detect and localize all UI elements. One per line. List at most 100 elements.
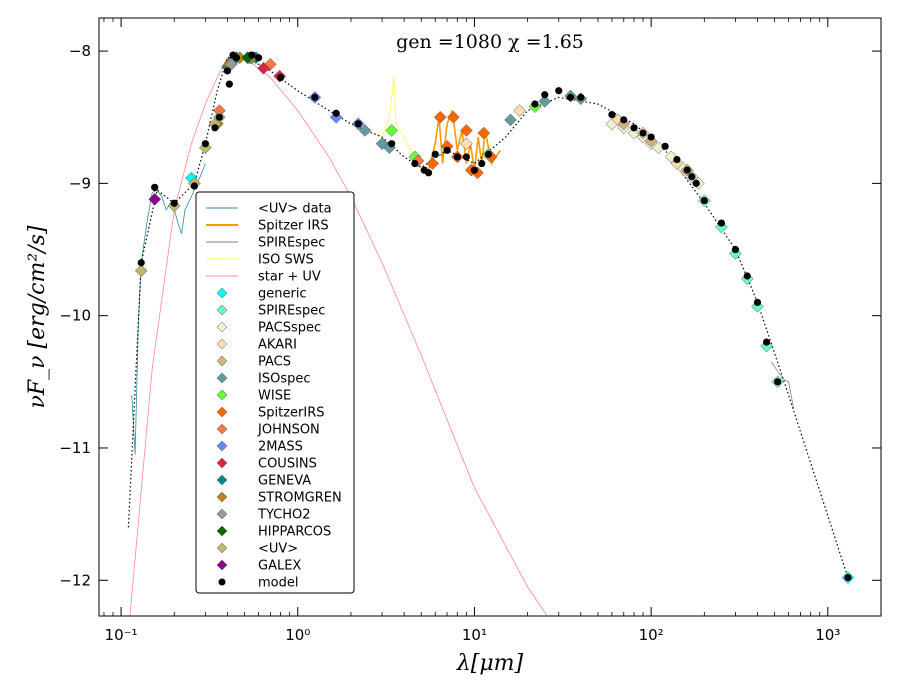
model-point-18 bbox=[411, 159, 419, 168]
model-point-2 bbox=[170, 199, 178, 207]
plot-content bbox=[127, 51, 855, 616]
model-point-27 bbox=[484, 150, 493, 158]
legend-label-geneva: GENEVA bbox=[258, 474, 311, 489]
point-akari-1 bbox=[513, 104, 526, 117]
legend-label-model: model bbox=[258, 576, 298, 591]
model-point-25 bbox=[470, 166, 479, 174]
model-point-3 bbox=[190, 182, 198, 190]
model-point-15 bbox=[332, 109, 340, 117]
model-point-20 bbox=[424, 169, 433, 177]
model-point-47 bbox=[753, 298, 762, 307]
model-point-34 bbox=[620, 116, 628, 124]
point-uv-0 bbox=[134, 264, 148, 278]
x-axis-title: λ[μm] bbox=[456, 651, 524, 676]
legend-label-pacs: PACS bbox=[258, 355, 291, 370]
legend-label-pacsspec: PACSspec bbox=[258, 321, 321, 336]
point-spirespec-1 bbox=[715, 220, 728, 234]
legend: <UV> data Spitzer IRS SPIREspec ISO SWS star… bbox=[195, 191, 355, 594]
legend-swatch-geneva bbox=[216, 474, 228, 486]
model-point-35 bbox=[630, 124, 638, 132]
legend-swatch-johnson bbox=[216, 423, 228, 435]
model-point-39 bbox=[673, 155, 681, 164]
point-isospec-3 bbox=[504, 113, 517, 127]
x-tick-label: 10⁻¹ bbox=[105, 626, 138, 644]
model-point-28 bbox=[531, 100, 539, 108]
x-tick-label: 10⁰ bbox=[285, 626, 310, 644]
x-tick-label: 10³ bbox=[815, 626, 840, 644]
point-isospec-1 bbox=[375, 137, 389, 151]
point-akari-0 bbox=[460, 137, 473, 151]
y-tick-label: −9 bbox=[69, 174, 91, 192]
legend-label-spirespec: SPIREspec bbox=[258, 304, 325, 319]
model-point-36 bbox=[639, 129, 647, 137]
point-tycho2-0 bbox=[224, 57, 238, 71]
model-point-6 bbox=[215, 113, 223, 121]
legend-label-iso-sws: ISO SWS bbox=[258, 253, 314, 268]
series-line-uv-data bbox=[131, 163, 206, 455]
model-point-16 bbox=[354, 120, 362, 128]
model-point-4 bbox=[201, 140, 209, 148]
legend-label-tycho2: TYCHO2 bbox=[257, 508, 311, 523]
model-point-31 bbox=[566, 93, 575, 101]
legend-swatch-pacs bbox=[216, 355, 228, 367]
legend-swatch-isospec bbox=[216, 372, 228, 384]
model-point-38 bbox=[661, 142, 669, 150]
plot-area bbox=[127, 51, 855, 616]
model-point-17 bbox=[388, 140, 396, 148]
model-point-48 bbox=[762, 338, 771, 346]
model-point-23 bbox=[453, 153, 461, 161]
series-line-iso-sws bbox=[364, 77, 422, 164]
legend-label-johnson: JOHNSON bbox=[257, 423, 320, 438]
series-line-spirespec bbox=[771, 361, 794, 409]
model-point-12 bbox=[254, 54, 263, 62]
point-galex-0 bbox=[148, 192, 162, 206]
legend-swatch-wise bbox=[216, 389, 228, 401]
model-point-24 bbox=[462, 153, 470, 161]
point-johnson-3 bbox=[264, 57, 277, 71]
model-point-46 bbox=[743, 272, 751, 280]
legend-swatch-spirespec bbox=[216, 304, 228, 316]
legend-label-stromgren: STROMGREN bbox=[258, 491, 342, 506]
point-cousins-0 bbox=[257, 61, 270, 75]
model-point-50 bbox=[844, 574, 852, 582]
legend-box bbox=[195, 191, 355, 594]
model-point-13 bbox=[277, 73, 285, 82]
point-isospec-4 bbox=[538, 94, 552, 108]
legend-swatch-akari bbox=[216, 338, 228, 350]
model-point-1 bbox=[151, 183, 159, 191]
y-axis-title: νF_ν [erg/cm²/s] bbox=[25, 225, 50, 408]
legend-label-isospec: ISOspec bbox=[258, 372, 311, 387]
legend-label-uv-data: <UV> data bbox=[258, 202, 332, 217]
plot-frame bbox=[98, 17, 882, 617]
y-tick-label: −11 bbox=[59, 439, 91, 457]
legend-label-akari: AKARI bbox=[258, 338, 297, 353]
model-point-22 bbox=[443, 146, 451, 154]
legend-swatch-model bbox=[218, 578, 226, 586]
legend-swatch-cousins bbox=[216, 457, 228, 469]
point-johnson-4 bbox=[411, 154, 425, 168]
model-point-40 bbox=[683, 166, 691, 174]
model-point-33 bbox=[608, 110, 616, 119]
x-tick-label: 10² bbox=[639, 626, 664, 644]
legend-label-cousins: COUSINS bbox=[258, 457, 317, 472]
model-point-43 bbox=[700, 196, 708, 205]
point-spitzerirs-5 bbox=[460, 124, 473, 137]
y-tick-label: −10 bbox=[59, 307, 91, 325]
legend-swatch-uv bbox=[216, 542, 228, 554]
point-wise-0 bbox=[385, 124, 399, 137]
model-point-44 bbox=[717, 219, 726, 227]
legend-swatch-spitzerirs bbox=[216, 406, 228, 418]
model-point-42 bbox=[692, 179, 700, 187]
model-point-30 bbox=[555, 87, 563, 95]
model-point-11 bbox=[248, 51, 256, 59]
model-point-32 bbox=[577, 93, 585, 101]
model-point-5 bbox=[211, 124, 219, 132]
legend-swatch-pacsspec bbox=[216, 321, 228, 333]
model-point-21 bbox=[431, 150, 439, 158]
series-line-star-uv bbox=[129, 57, 548, 616]
legend-swatch-tycho2 bbox=[216, 508, 228, 520]
axis-ticks: 10⁻¹ 10⁰ 10¹ 10² 10³ −12 −11 −10 −9 −8 bbox=[59, 18, 881, 644]
model-point-41 bbox=[688, 173, 696, 181]
legend-swatch-2mass bbox=[216, 440, 228, 452]
model-point-37 bbox=[647, 133, 655, 141]
